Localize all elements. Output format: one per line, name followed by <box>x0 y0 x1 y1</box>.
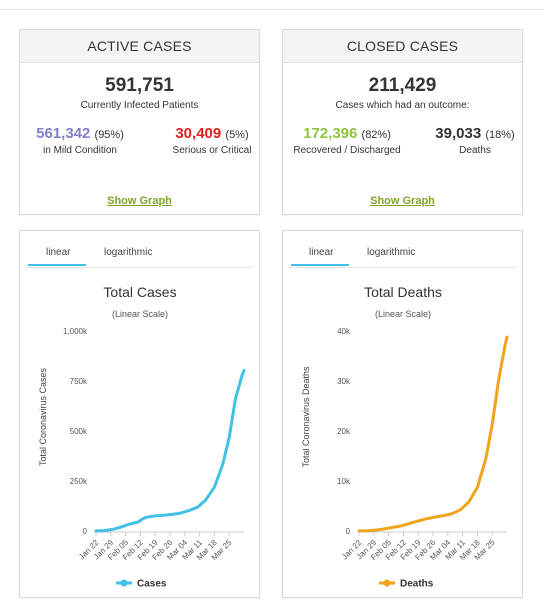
recovered-block: 172,396 (82%) Recovered / Discharged <box>291 125 403 156</box>
series-line-deaths <box>357 335 509 533</box>
legend-marker <box>383 579 391 587</box>
total-deaths-chart: Total Deaths (Linear Scale) Total Corona… <box>301 284 509 590</box>
y-tick-label: 30k <box>337 377 351 386</box>
serious-critical-label: Serious or Critical <box>172 145 252 156</box>
total-cases-scale-tabs: linear logarithmic <box>26 239 253 268</box>
deaths-block: 39,033 (18%) Deaths <box>429 125 521 156</box>
y-tick-label: 0 <box>346 527 351 536</box>
y-tick-label: 750k <box>70 377 88 386</box>
mild-condition-block: 561,342 (95%) in Mild Condition <box>25 125 135 156</box>
chart-subtitle: (Linear Scale) <box>375 309 431 319</box>
active-show-graph-link[interactable]: Show Graph <box>107 195 172 207</box>
recovered-value: 172,396 <box>303 125 358 142</box>
active-tab-indicator <box>291 264 349 266</box>
mild-condition-label: in Mild Condition <box>43 145 117 156</box>
closed-cases-total-label: Cases which had an outcome: <box>335 100 470 111</box>
total-cases-chart-panel: linear logarithmic Total Cases (Linear S… <box>19 230 260 598</box>
serious-critical-percent: (5%) <box>225 129 249 141</box>
closed-cases-breakdown: 172,396 (82%) Recovered / Discharged 39,… <box>283 125 522 169</box>
tab-logarithmic[interactable]: logarithmic <box>104 247 153 258</box>
total-deaths-chart-panel: linear logarithmic Total Deaths (Linear … <box>282 230 523 598</box>
y-tick-label: 20k <box>337 427 351 436</box>
deaths-percent: (18%) <box>485 129 515 141</box>
chart-subtitle: (Linear Scale) <box>112 309 168 319</box>
y-axis-label: Total Coronavirus Cases <box>38 367 48 466</box>
active-cases-breakdown: 561,342 (95%) in Mild Condition 30,409 (… <box>20 125 259 169</box>
series-line-cases <box>94 368 246 533</box>
active-cases-total-label: Currently Infected Patients <box>80 100 199 111</box>
total-cases-chart: Total Cases (Linear Scale) Total Coronav… <box>38 284 246 590</box>
mild-condition-percent: (95%) <box>94 129 124 141</box>
active-cases-total: 591,751 <box>105 75 174 96</box>
legend-label: Deaths <box>400 579 434 590</box>
serious-critical-block: 30,409 (5%) Serious or Critical <box>166 125 258 156</box>
legend-marker <box>120 579 128 587</box>
mild-condition-value: 561,342 <box>36 125 91 142</box>
active-tab-indicator <box>28 264 86 266</box>
deaths-label: Deaths <box>459 145 491 156</box>
tab-logarithmic[interactable]: logarithmic <box>367 247 416 258</box>
legend-label: Cases <box>137 579 167 590</box>
closed-cases-header: CLOSED CASES <box>283 30 522 63</box>
y-tick-label: 250k <box>70 477 88 486</box>
tab-linear[interactable]: linear <box>46 247 71 258</box>
y-tick-label: 10k <box>337 477 351 486</box>
y-axis-label: Total Coronavirus Deaths <box>301 366 311 468</box>
chart-title: Total Deaths <box>364 284 442 300</box>
closed-cases-total: 211,429 <box>368 75 437 96</box>
recovered-label: Recovered / Discharged <box>293 145 401 156</box>
active-cases-panel: ACTIVE CASES 591,751 Currently Infected … <box>19 29 260 215</box>
y-tick-label: 40k <box>337 327 351 336</box>
total-deaths-scale-tabs: linear logarithmic <box>289 239 516 268</box>
y-tick-label: 1,000k <box>63 327 88 336</box>
y-tick-label: 0 <box>83 527 88 536</box>
deaths-value: 39,033 <box>435 125 482 142</box>
y-tick-label: 500k <box>70 427 88 436</box>
recovered-percent: (82%) <box>361 129 391 141</box>
closed-show-graph-link[interactable]: Show Graph <box>370 195 435 207</box>
top-divider <box>0 9 544 10</box>
chart-title: Total Cases <box>103 284 176 300</box>
closed-cases-panel: CLOSED CASES 211,429 Cases which had an … <box>282 29 523 215</box>
tab-linear[interactable]: linear <box>309 247 334 258</box>
serious-critical-value: 30,409 <box>175 125 222 142</box>
active-cases-header: ACTIVE CASES <box>20 30 259 63</box>
